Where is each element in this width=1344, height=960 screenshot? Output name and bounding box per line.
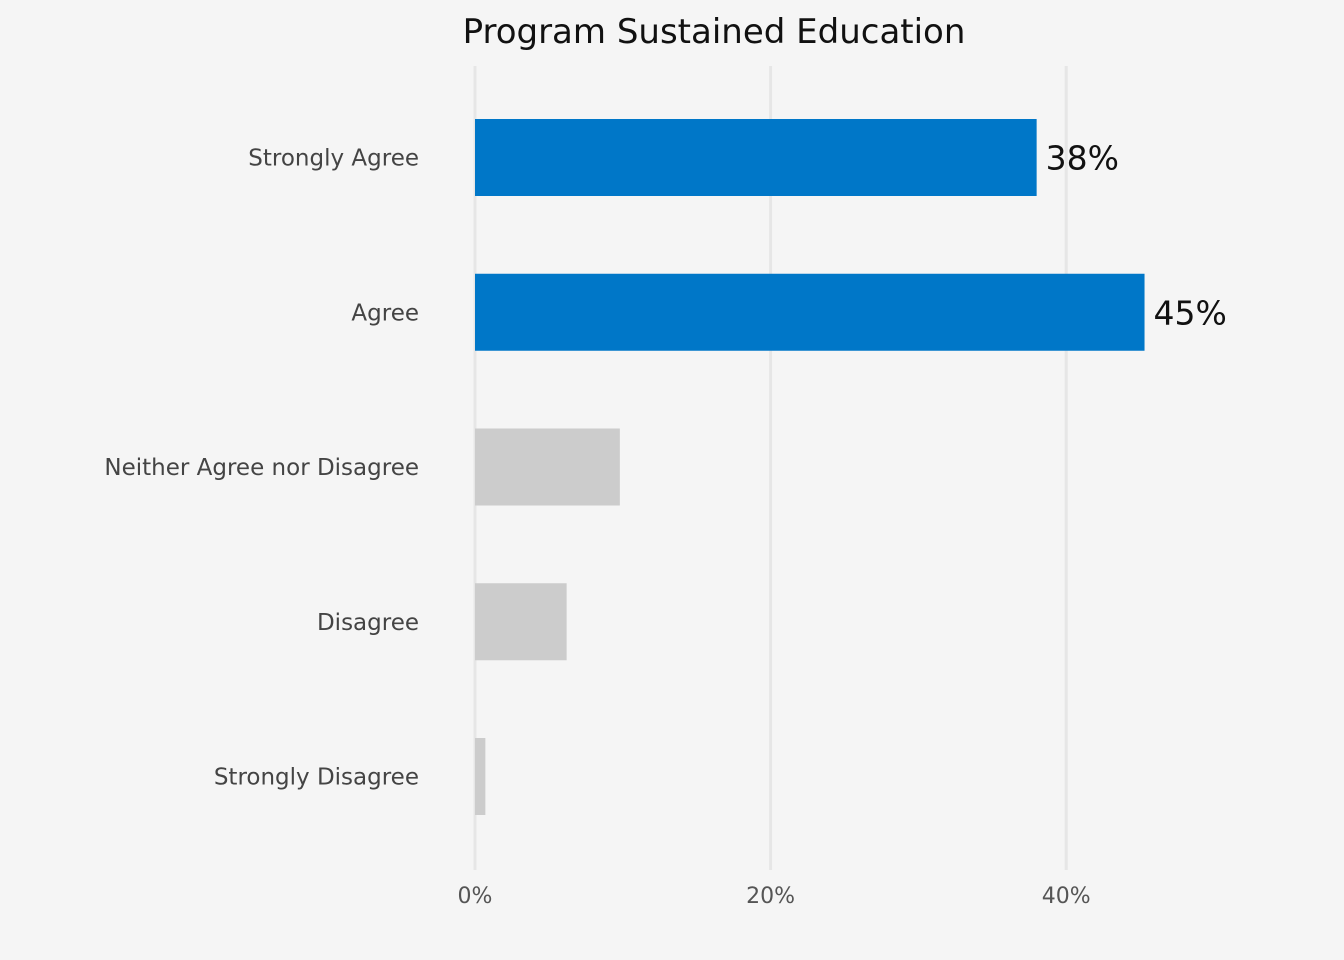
category-label: Agree [351,300,419,326]
category-labels: Strongly Agree Agree Neither Agree nor Dis… [104,146,419,791]
data-labels: 38% 45% [1046,139,1227,333]
x-tick-label: 20% [746,884,795,909]
x-tick-label: 0% [458,884,493,909]
category-label: Disagree [317,610,419,636]
bar [475,583,567,661]
bar [475,119,1037,196]
data-label: 38% [1046,139,1119,178]
chart-title: Program Sustained Education [463,12,966,52]
bar [475,738,486,815]
x-axis-tick-labels: 0% 20% 40% [458,884,1091,909]
bars [475,119,1145,815]
bar [475,428,620,506]
category-label: Strongly Disagree [214,765,419,791]
bar [475,273,1145,351]
x-tick-label: 40% [1042,884,1091,909]
data-label: 45% [1154,293,1227,332]
category-label: Neither Agree nor Disagree [104,455,419,481]
category-label: Strongly Agree [248,146,419,172]
